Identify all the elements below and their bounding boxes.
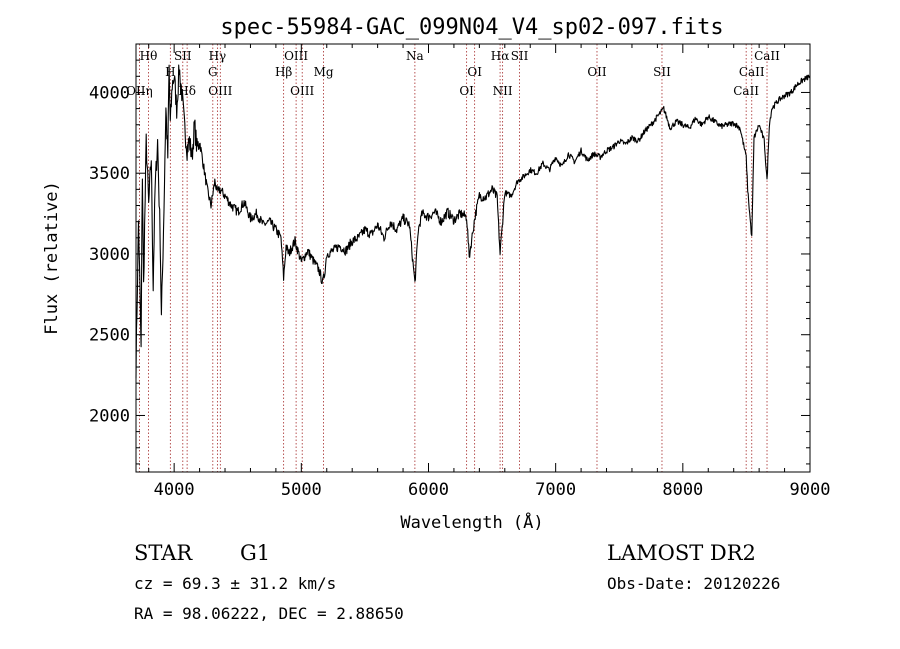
line-marker-label: Hα (491, 49, 510, 63)
object-type: STAR (134, 541, 193, 565)
x-tick-label: 9000 (790, 480, 831, 500)
x-tick-label: 5000 (281, 480, 322, 500)
x-axis-label: Wavelength (Å) (400, 511, 543, 533)
line-marker-label: NII (493, 84, 513, 98)
y-tick-label: 3500 (89, 164, 130, 184)
plot-frame (135, 43, 811, 473)
line-marker-label: G (208, 65, 218, 79)
line-marker-label: OIIη (126, 84, 153, 98)
x-tick-label: 8000 (662, 480, 703, 500)
line-marker-label: Hβ (275, 65, 292, 79)
line-marker-label: Hθ (140, 49, 158, 63)
x-tick-label: 7000 (535, 480, 576, 500)
redshift-cz: cz = 69.3 ± 31.2 km/s (134, 574, 336, 593)
line-marker-label: CaII (739, 65, 765, 79)
y-tick-label: 2000 (89, 406, 130, 426)
x-tick-label: 6000 (408, 480, 449, 500)
chart-title: spec-55984-GAC_099N04_V4_sp02-097.fits (220, 15, 723, 40)
y-tick-label: 3000 (89, 245, 130, 265)
line-marker-label: OII (587, 65, 607, 79)
line-marker-label: SII (511, 49, 529, 63)
line-marker-label: OIII (284, 49, 308, 63)
x-tick-label: 4000 (154, 480, 195, 500)
line-marker-label: OI (459, 84, 474, 98)
line-marker-label: SII (174, 49, 192, 63)
spectral-line-labels: HθOIIηHSIIHδHγGOIIIHβOIIIOIIIMgNaOIOIHαN… (126, 49, 780, 98)
line-marker-label: SII (653, 65, 671, 79)
line-marker-label: OIII (290, 84, 314, 98)
line-marker-label: H (165, 65, 175, 79)
line-marker-label: Mg (314, 65, 334, 79)
survey-name: LAMOST DR2 (607, 541, 756, 565)
line-marker-label: Na (406, 49, 424, 63)
y-axis-label: Flux (relative) (42, 181, 62, 335)
line-marker-label: CaII (733, 84, 759, 98)
line-marker-label: Hγ (209, 49, 227, 63)
coordinates: RA = 98.06222, DEC = 2.88650 (134, 604, 404, 623)
line-marker-label: CaII (754, 49, 780, 63)
x-axis: 4000 5000 6000 7000 8000 9000 (148, 44, 831, 500)
y-tick-label: 4000 (89, 83, 130, 103)
y-tick-label: 2500 (89, 326, 130, 346)
line-marker-label: OIII (208, 84, 232, 98)
spectrum-line (135, 64, 811, 379)
y-axis: 2000 2500 3000 3500 4000 (89, 43, 810, 465)
spectral-line-markers (139, 44, 768, 472)
spectral-subclass: G1 (240, 541, 270, 565)
observation-date: Obs-Date: 20120226 (607, 574, 780, 593)
line-marker-label: OI (467, 65, 482, 79)
